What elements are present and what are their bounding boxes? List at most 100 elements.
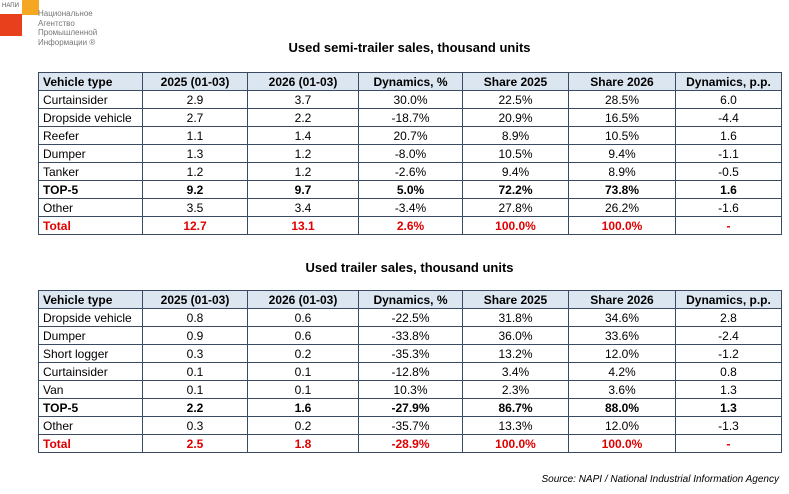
table-cell: 1.2 — [142, 162, 248, 181]
table-cell: 4.2% — [568, 362, 676, 381]
table-cell: 86.7% — [462, 398, 569, 417]
table-row: Other 0.3 0.2 -35.7% 13.3% 12.0% -1.3 — [38, 416, 782, 435]
table-cell: -35.7% — [358, 416, 463, 435]
table-cell: 0.2 — [247, 416, 359, 435]
table-cell: 100.0% — [462, 216, 569, 235]
table-cell: 100.0% — [568, 216, 676, 235]
header-row: Vehicle type 2025 (01-03) 2026 (01-03) Dyna… — [38, 290, 782, 309]
table-cell: 31.8% — [462, 308, 569, 327]
table-cell: 73.8% — [568, 180, 676, 199]
column-header: Share 2026 — [568, 72, 676, 91]
table-cell: 1.2 — [247, 162, 359, 181]
table-cell: - — [675, 434, 782, 453]
logo-block — [22, 0, 39, 15]
header-row: Vehicle type 2025 (01-03) 2026 (01-03) Dyna… — [38, 72, 782, 91]
table-row: Tanker 1.2 1.2 -2.6% 9.4% 8.9% -0.5 — [38, 162, 782, 181]
table-title: Used trailer sales, thousand units — [305, 260, 514, 275]
table-cell: Dropside vehicle — [38, 308, 143, 327]
table-cell: 20.9% — [462, 108, 569, 127]
table-cell: -28.9% — [358, 434, 463, 453]
table-cell: 10.3% — [358, 380, 463, 399]
table-cell: 10.5% — [568, 126, 676, 145]
logo-line: Агентство — [38, 18, 75, 28]
table-cell: -1.6 — [675, 198, 782, 217]
table-cell: 2.7 — [142, 108, 248, 127]
table-title: Used semi-trailer sales, thousand units — [288, 40, 531, 55]
table-cell: Tanker — [38, 162, 143, 181]
table-cell: 0.2 — [247, 344, 359, 363]
table-row: Total 12.7 13.1 2.6% 100.0% 100.0% - — [38, 216, 782, 235]
table-cell: -4.4 — [675, 108, 782, 127]
table-cell: Curtainsider — [38, 90, 143, 109]
table-cell: 2.6% — [358, 216, 463, 235]
table-cell: 12.0% — [568, 416, 676, 435]
table-cell: 10.5% — [462, 144, 569, 163]
table-cell: -1.2 — [675, 344, 782, 363]
table-cell: 9.4% — [462, 162, 569, 181]
table-cell: 26.2% — [568, 198, 676, 217]
table-cell: 0.6 — [247, 308, 359, 327]
table-row: Dumper 0.9 0.6 -33.8% 36.0% 33.6% -2.4 — [38, 326, 782, 345]
table-cell: 28.5% — [568, 90, 676, 109]
table-cell: 1.3 — [142, 144, 248, 163]
table-cell: -2.6% — [358, 162, 463, 181]
table-cell: 34.6% — [568, 308, 676, 327]
table-cell: 1.2 — [247, 144, 359, 163]
table-cell: 8.9% — [462, 126, 569, 145]
table-cell: 3.5 — [142, 198, 248, 217]
table-cell: Dropside vehicle — [38, 108, 143, 127]
table: Vehicle type 2025 (01-03) 2026 (01-03) Dyna… — [38, 290, 782, 453]
table-body: Dropside vehicle 0.8 0.6 -22.5% 31.8% 34.6% 2.… — [38, 308, 782, 453]
column-header: Dynamics, p.p. — [675, 290, 782, 309]
table-cell: Dumper — [38, 144, 143, 163]
table-cell: -2.4 — [675, 326, 782, 345]
table-cell: 36.0% — [462, 326, 569, 345]
table-cell: 20.7% — [358, 126, 463, 145]
source: Source: NAPI / National Industrial Infor… — [541, 474, 779, 485]
logo-abbr: НАПИ — [2, 3, 19, 9]
table-cell: 0.1 — [247, 362, 359, 381]
table-cell: 0.9 — [142, 326, 248, 345]
table-cell: 33.6% — [568, 326, 676, 345]
table-cell: 0.1 — [247, 380, 359, 399]
table-cell: -8.0% — [358, 144, 463, 163]
column-header: Dynamics, p.p. — [675, 72, 782, 91]
table-row: Curtainsider 2.9 3.7 30.0% 22.5% 28.5% 6.0 — [38, 90, 782, 109]
table-cell: Short logger — [38, 344, 143, 363]
table-cell: 3.4 — [247, 198, 359, 217]
table-cell: 12.7 — [142, 216, 248, 235]
table-cell: -33.8% — [358, 326, 463, 345]
table-cell: 9.7 — [247, 180, 359, 199]
table-cell: 13.2% — [462, 344, 569, 363]
table-cell: 9.2 — [142, 180, 248, 199]
table-row: TOP-5 2.2 1.6 -27.9% 86.7% 88.0% 1.3 — [38, 398, 782, 417]
table-cell: Van — [38, 380, 143, 399]
column-header: Share 2025 — [462, 72, 569, 91]
column-header: 2026 (01-03) — [247, 290, 359, 309]
logo-line: Национальное — [38, 9, 93, 18]
table-row: Reefer 1.1 1.4 20.7% 8.9% 10.5% 1.6 — [38, 126, 782, 145]
table-cell: 1.1 — [142, 126, 248, 145]
table-cell: 88.0% — [568, 398, 676, 417]
table-cell: 1.8 — [247, 434, 359, 453]
table-cell: 0.1 — [142, 380, 248, 399]
table-cell: Other — [38, 416, 143, 435]
column-header: Dynamics, % — [358, 290, 463, 309]
table-cell: Total — [38, 216, 143, 235]
table-cell: 1.3 — [675, 380, 782, 399]
table-cell: 3.4% — [462, 362, 569, 381]
table-row: Dumper 1.3 1.2 -8.0% 10.5% 9.4% -1.1 — [38, 144, 782, 163]
table-cell: 5.0% — [358, 180, 463, 199]
table-row: Short logger 0.3 0.2 -35.3% 13.2% 12.0% -1.2 — [38, 344, 782, 363]
table-cell: 6.0 — [675, 90, 782, 109]
table-cell: 3.6% — [568, 380, 676, 399]
table-header: Vehicle type 2025 (01-03) 2026 (01-03) Dyna… — [38, 72, 782, 91]
table-cell: Dumper — [38, 326, 143, 345]
table-row: Other 3.5 3.4 -3.4% 27.8% 26.2% -1.6 — [38, 198, 782, 217]
column-header: 2025 (01-03) — [142, 290, 248, 309]
table-cell: -35.3% — [358, 344, 463, 363]
logo-name: Национальное Агентство Промышленной Информа… — [38, 9, 97, 47]
table-body: Curtainsider 2.9 3.7 30.0% 22.5% 28.5% 6.0 Drop… — [38, 90, 782, 235]
table-cell: 1.3 — [675, 398, 782, 417]
